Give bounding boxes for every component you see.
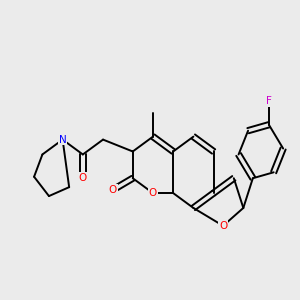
Text: O: O bbox=[149, 188, 157, 198]
Text: O: O bbox=[79, 173, 87, 183]
Text: O: O bbox=[108, 185, 117, 195]
Text: O: O bbox=[219, 221, 227, 231]
Text: N: N bbox=[59, 135, 67, 145]
Text: F: F bbox=[266, 96, 272, 106]
